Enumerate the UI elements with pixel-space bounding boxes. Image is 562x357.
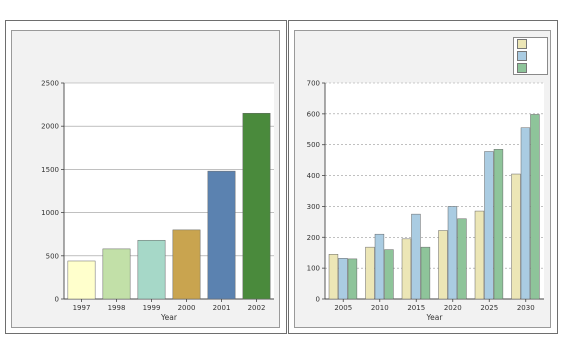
- bar: [511, 173, 521, 300]
- bar: [438, 230, 448, 300]
- x-tick-label: 2015: [407, 304, 425, 312]
- x-tick-label: 2001: [213, 304, 231, 312]
- bar: [172, 229, 201, 300]
- bar: [384, 249, 394, 300]
- legend-item: [514, 50, 547, 62]
- y-tick-label: 700: [307, 80, 320, 88]
- y-tick-label: 400: [307, 172, 320, 180]
- bar: [67, 260, 96, 300]
- x-tick-label: 1997: [73, 304, 91, 312]
- x-tick-label: 1998: [108, 304, 126, 312]
- right-chart-panel: 0 100 200 300 400 500 600 700 2005 2010 2015 2020 20…: [288, 20, 558, 334]
- x-tick-label: 2000: [178, 304, 196, 312]
- left-chart-plot: 0 500 1000 1500 2000 2500 1997 1998 1999 2000 2001…: [41, 80, 274, 322]
- plot-area: [64, 83, 274, 299]
- legend-swatch: [517, 51, 527, 61]
- y-tick-label: 2000: [41, 123, 59, 131]
- bar: [242, 112, 271, 300]
- plot-area: [325, 83, 544, 299]
- bar: [347, 258, 358, 300]
- y-tick-label: 1000: [41, 209, 59, 217]
- y-tick-label: 100: [307, 265, 320, 273]
- bar: [207, 170, 236, 300]
- bar: [338, 258, 348, 300]
- bar: [374, 233, 385, 300]
- y-tick-label: 2500: [41, 80, 59, 88]
- left-chart-frame: 0 500 1000 1500 2000 2500 1997 1998 1999 2000 2001…: [11, 30, 280, 328]
- legend-item: [514, 62, 547, 74]
- bar: [411, 213, 421, 300]
- bar: [102, 248, 131, 300]
- y-tick-label: 500: [307, 141, 320, 149]
- x-tick-label: 2030: [517, 304, 535, 312]
- x-tick-label: 2010: [371, 304, 389, 312]
- legend-swatch: [517, 39, 527, 49]
- bar: [493, 149, 504, 300]
- bar: [137, 239, 166, 300]
- y-tick-label: 0: [55, 296, 59, 304]
- legend-item: [514, 38, 547, 50]
- bar: [520, 127, 531, 300]
- bar: [484, 151, 494, 300]
- x-axis-label: Year: [160, 313, 178, 322]
- y-tick-label: 200: [307, 234, 320, 242]
- y-tick-label: 500: [46, 252, 59, 260]
- bar: [474, 210, 485, 300]
- bar: [530, 114, 540, 300]
- y-tick-label: 0: [316, 296, 320, 304]
- right-chart-plot: 0 100 200 300 400 500 600 700 2005 2010 2015 2020 20…: [307, 80, 544, 322]
- y-tick-label: 300: [307, 203, 320, 211]
- bar: [328, 254, 339, 300]
- bar: [365, 246, 375, 300]
- right-chart-frame: 0 100 200 300 400 500 600 700 2005 2010 2015 2020 20…: [294, 30, 551, 328]
- bar: [420, 246, 431, 300]
- x-tick-label: 1999: [143, 304, 161, 312]
- x-axis-label: Year: [426, 313, 444, 322]
- bar: [401, 238, 412, 300]
- y-tick-label: 1500: [41, 166, 59, 174]
- left-chart-panel: 0 500 1000 1500 2000 2500 1997 1998 1999 2000 2001…: [5, 20, 287, 334]
- x-tick-label: 2005: [334, 304, 352, 312]
- legend-swatch: [517, 63, 527, 73]
- bar: [457, 218, 467, 300]
- bar: [447, 206, 458, 300]
- x-tick-label: 2002: [248, 304, 266, 312]
- y-tick-label: 600: [307, 110, 320, 118]
- right-chart-legend: [513, 37, 548, 75]
- x-tick-label: 2025: [480, 304, 498, 312]
- x-tick-label: 2020: [444, 304, 462, 312]
